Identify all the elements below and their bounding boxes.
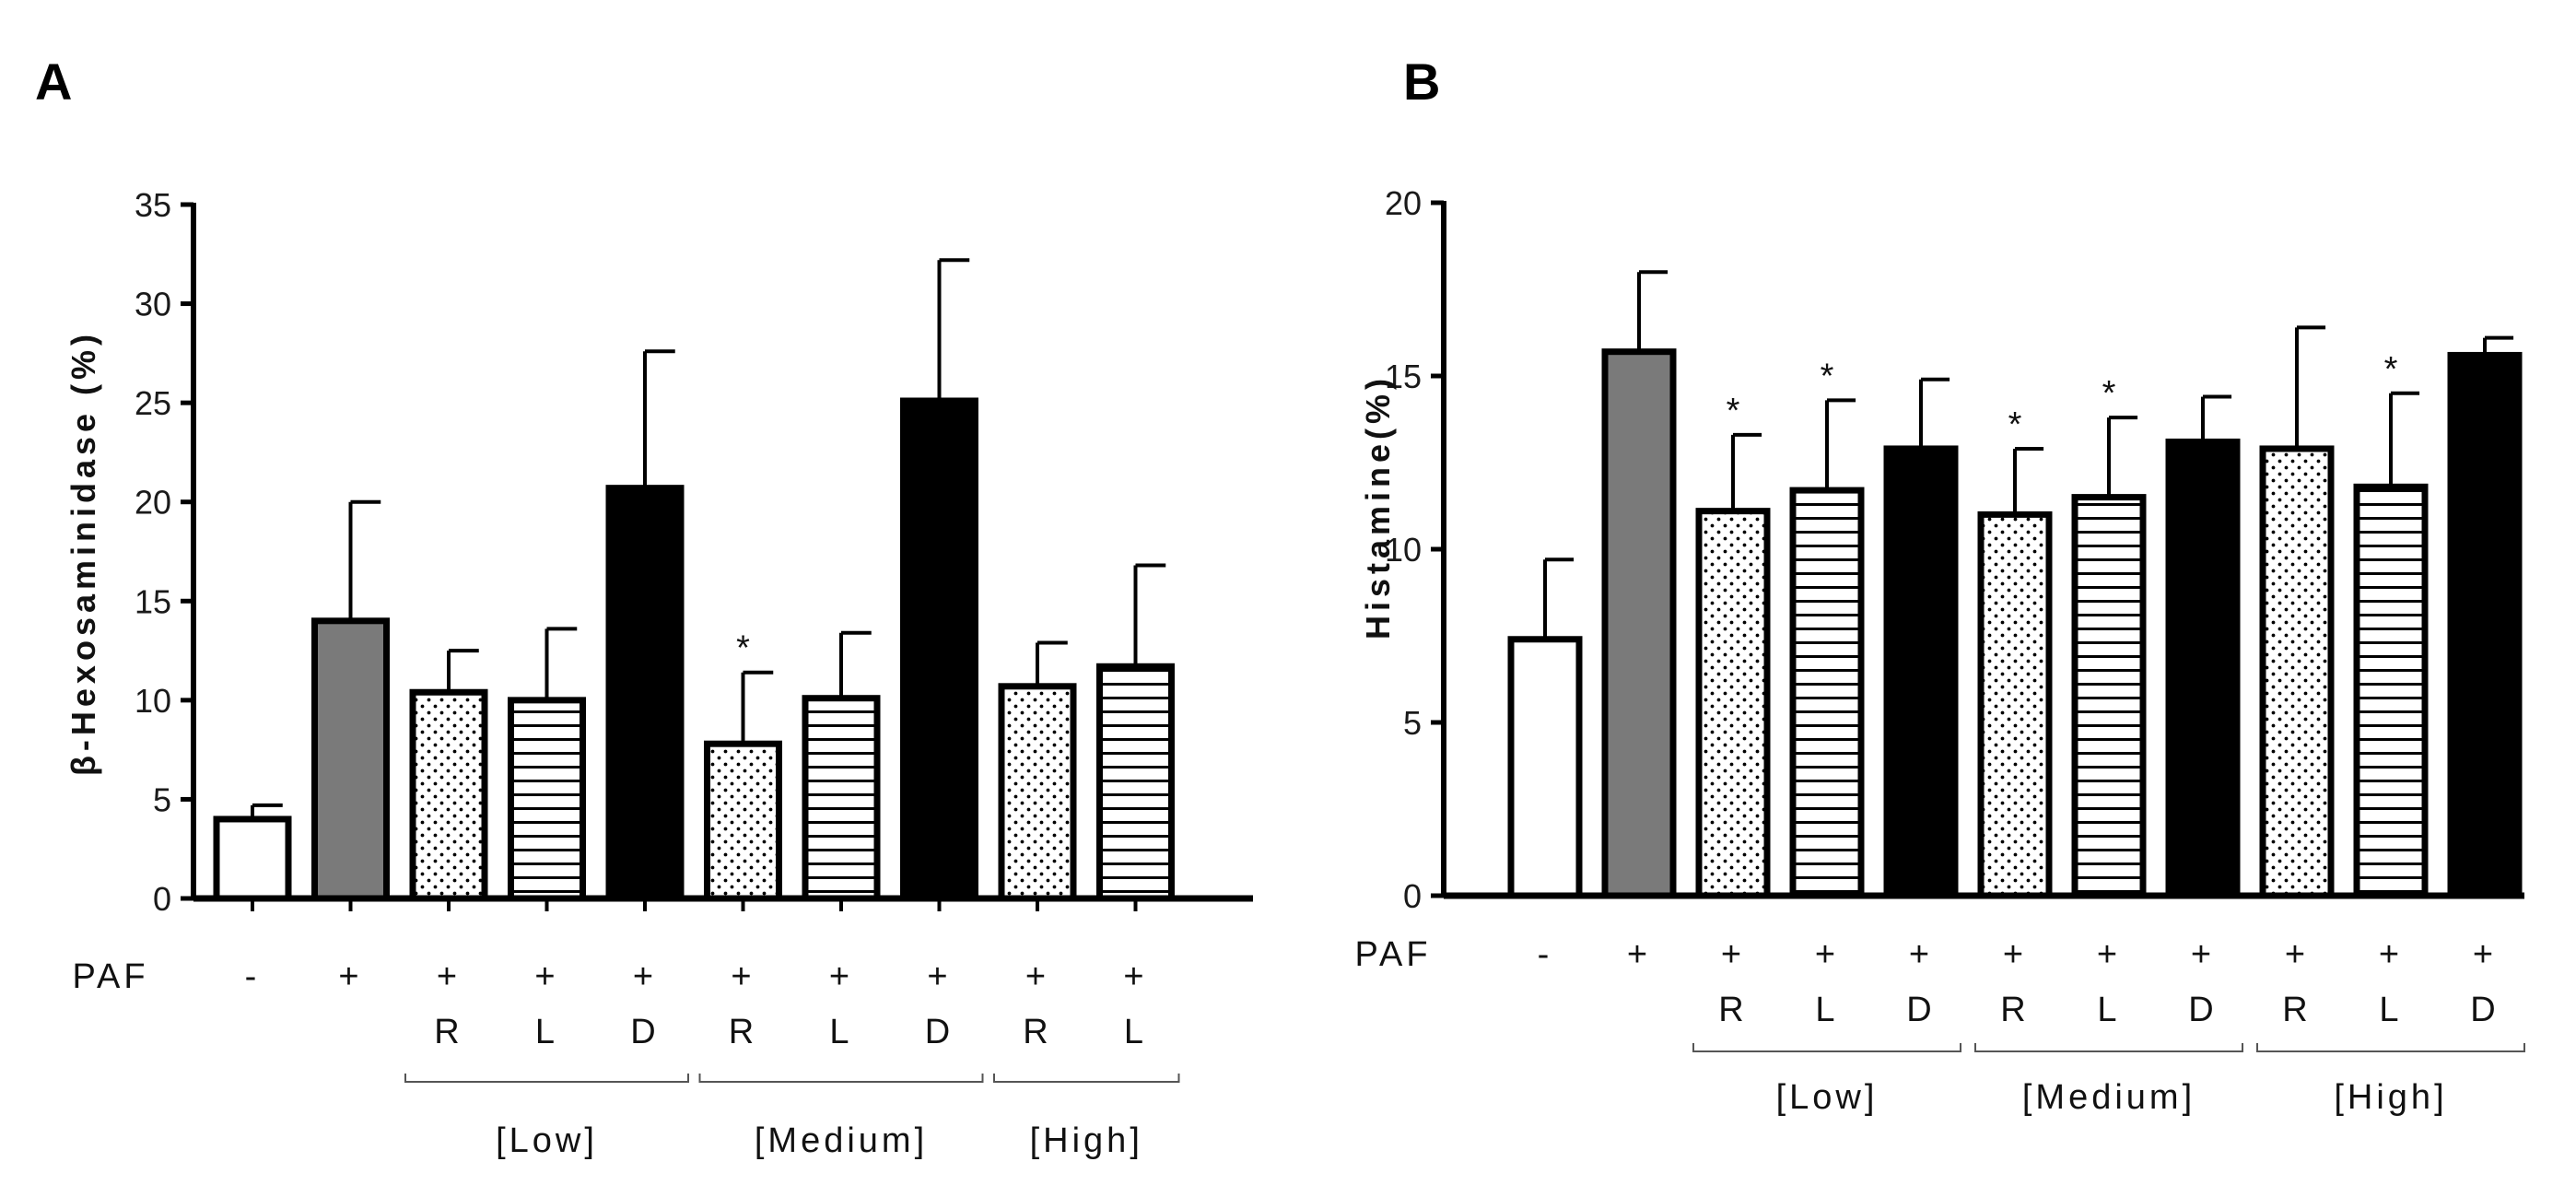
dose-label: R: [729, 1013, 757, 1051]
paf-row-label: PAF: [1354, 935, 1431, 974]
y-axis-label: β-Hexosaminidase (%): [64, 330, 102, 776]
group-bracket: [1692, 1043, 1961, 1052]
y-tick-label: 10: [135, 682, 171, 720]
y-tick-label: 20: [135, 484, 171, 522]
dose-label: R: [2000, 991, 2029, 1029]
group-bracket: [2256, 1043, 2525, 1052]
y-tick-label: 5: [1403, 704, 1422, 742]
dose-label: L: [829, 1013, 852, 1051]
paf-sign: +: [1627, 935, 1651, 974]
paf-sign: +: [927, 957, 951, 996]
y-tick-label: 0: [1403, 877, 1422, 915]
paf-sign: +: [1909, 935, 1933, 974]
bar: [2165, 438, 2241, 899]
bar: [704, 740, 782, 902]
dose-label: D: [2188, 991, 2217, 1029]
significance-mark: *: [1727, 392, 1740, 430]
y-tick-label: 15: [1385, 358, 1422, 395]
paf-sign: +: [534, 957, 558, 996]
dose-label: R: [1718, 991, 1747, 1029]
dose-label: L: [2379, 991, 2402, 1029]
paf-sign: +: [2003, 935, 2027, 974]
y-tick-label: 25: [135, 384, 171, 422]
paf-sign: +: [1815, 935, 1839, 974]
significance-mark: *: [2102, 374, 2116, 413]
paf-sign: -: [1538, 935, 1553, 974]
dose-label: D: [925, 1013, 954, 1051]
group-label: [Medium]: [755, 1121, 928, 1160]
dose-label: R: [434, 1013, 463, 1051]
paf-sign: +: [437, 957, 461, 996]
y-tick-label: 5: [153, 780, 171, 818]
bar: [1507, 636, 1583, 899]
bar: [2353, 483, 2429, 899]
paf-sign: +: [731, 957, 755, 996]
dose-label: R: [1023, 1013, 1051, 1051]
chart-panel-a: 0 5 10 15 20 25 30 35 β-Hexosaminidase (%) - + + R + L…: [64, 186, 1253, 1160]
paf-sign: +: [2379, 935, 2403, 974]
y-tick-label: 10: [1385, 531, 1422, 569]
group-label: [Medium]: [2022, 1078, 2195, 1117]
significance-mark: *: [2008, 405, 2022, 444]
bar: [900, 397, 978, 902]
significance-mark: *: [2384, 350, 2398, 389]
y-tick-label: 20: [1385, 184, 1422, 222]
dose-label: L: [1815, 991, 1838, 1029]
bar: [213, 816, 292, 902]
bar: [1977, 510, 2053, 899]
bar: [2447, 351, 2523, 899]
bar: [802, 695, 881, 902]
paf-sign: +: [829, 957, 853, 996]
paf-sign: +: [338, 957, 362, 996]
bar: [409, 688, 488, 902]
paf-row-label: PAF: [72, 957, 148, 996]
bar: [1601, 348, 1677, 899]
bar: [2259, 445, 2335, 899]
group-label: [Low]: [496, 1121, 598, 1160]
bar: [605, 485, 685, 902]
significance-mark: *: [736, 629, 750, 668]
significance-mark: *: [1821, 357, 1834, 395]
group-bracket: [1974, 1043, 2243, 1052]
group-bracket: [698, 1074, 984, 1083]
paf-sign: +: [2473, 935, 2497, 974]
bar: [1096, 663, 1175, 902]
paf-sign: +: [633, 957, 657, 996]
bar: [1789, 487, 1865, 899]
dose-label: D: [2470, 991, 2499, 1029]
bar: [1695, 508, 1771, 899]
bar: [2071, 494, 2147, 899]
dose-label: R: [2282, 991, 2311, 1029]
group-bracket: [993, 1074, 1180, 1083]
bar: [508, 697, 586, 902]
group-label: [High]: [2334, 1078, 2447, 1117]
bar: [1883, 445, 1959, 899]
dose-label: D: [1906, 991, 1935, 1029]
y-tick-label: 30: [135, 286, 171, 323]
dose-label: L: [1124, 1013, 1147, 1051]
chart-panel-b: 0 5 10 15 20 Histamine(%) - + * + R * + L + D * + R * + L + D + R…: [1354, 184, 2525, 1117]
group-label: [Low]: [1776, 1078, 1879, 1117]
group-label: [High]: [1030, 1121, 1143, 1160]
paf-sign: +: [2191, 935, 2215, 974]
paf-sign: +: [2097, 935, 2121, 974]
y-tick-label: 0: [153, 880, 171, 918]
y-tick-label: 15: [135, 582, 171, 620]
dose-label: D: [630, 1013, 659, 1051]
dose-label: L: [2097, 991, 2120, 1029]
y-tick-label: 35: [135, 186, 171, 224]
dose-label: L: [535, 1013, 558, 1051]
group-bracket: [404, 1074, 689, 1083]
paf-sign: +: [1721, 935, 1745, 974]
panel-b-label: B: [1403, 53, 1440, 111]
paf-sign: +: [1123, 957, 1147, 996]
paf-sign: +: [1025, 957, 1049, 996]
paf-sign: +: [2285, 935, 2309, 974]
bar: [311, 617, 390, 902]
paf-sign: -: [245, 957, 261, 996]
y-axis-label: Histamine(%): [1359, 374, 1397, 640]
panel-a-label: A: [35, 53, 72, 111]
bar: [998, 683, 1077, 902]
